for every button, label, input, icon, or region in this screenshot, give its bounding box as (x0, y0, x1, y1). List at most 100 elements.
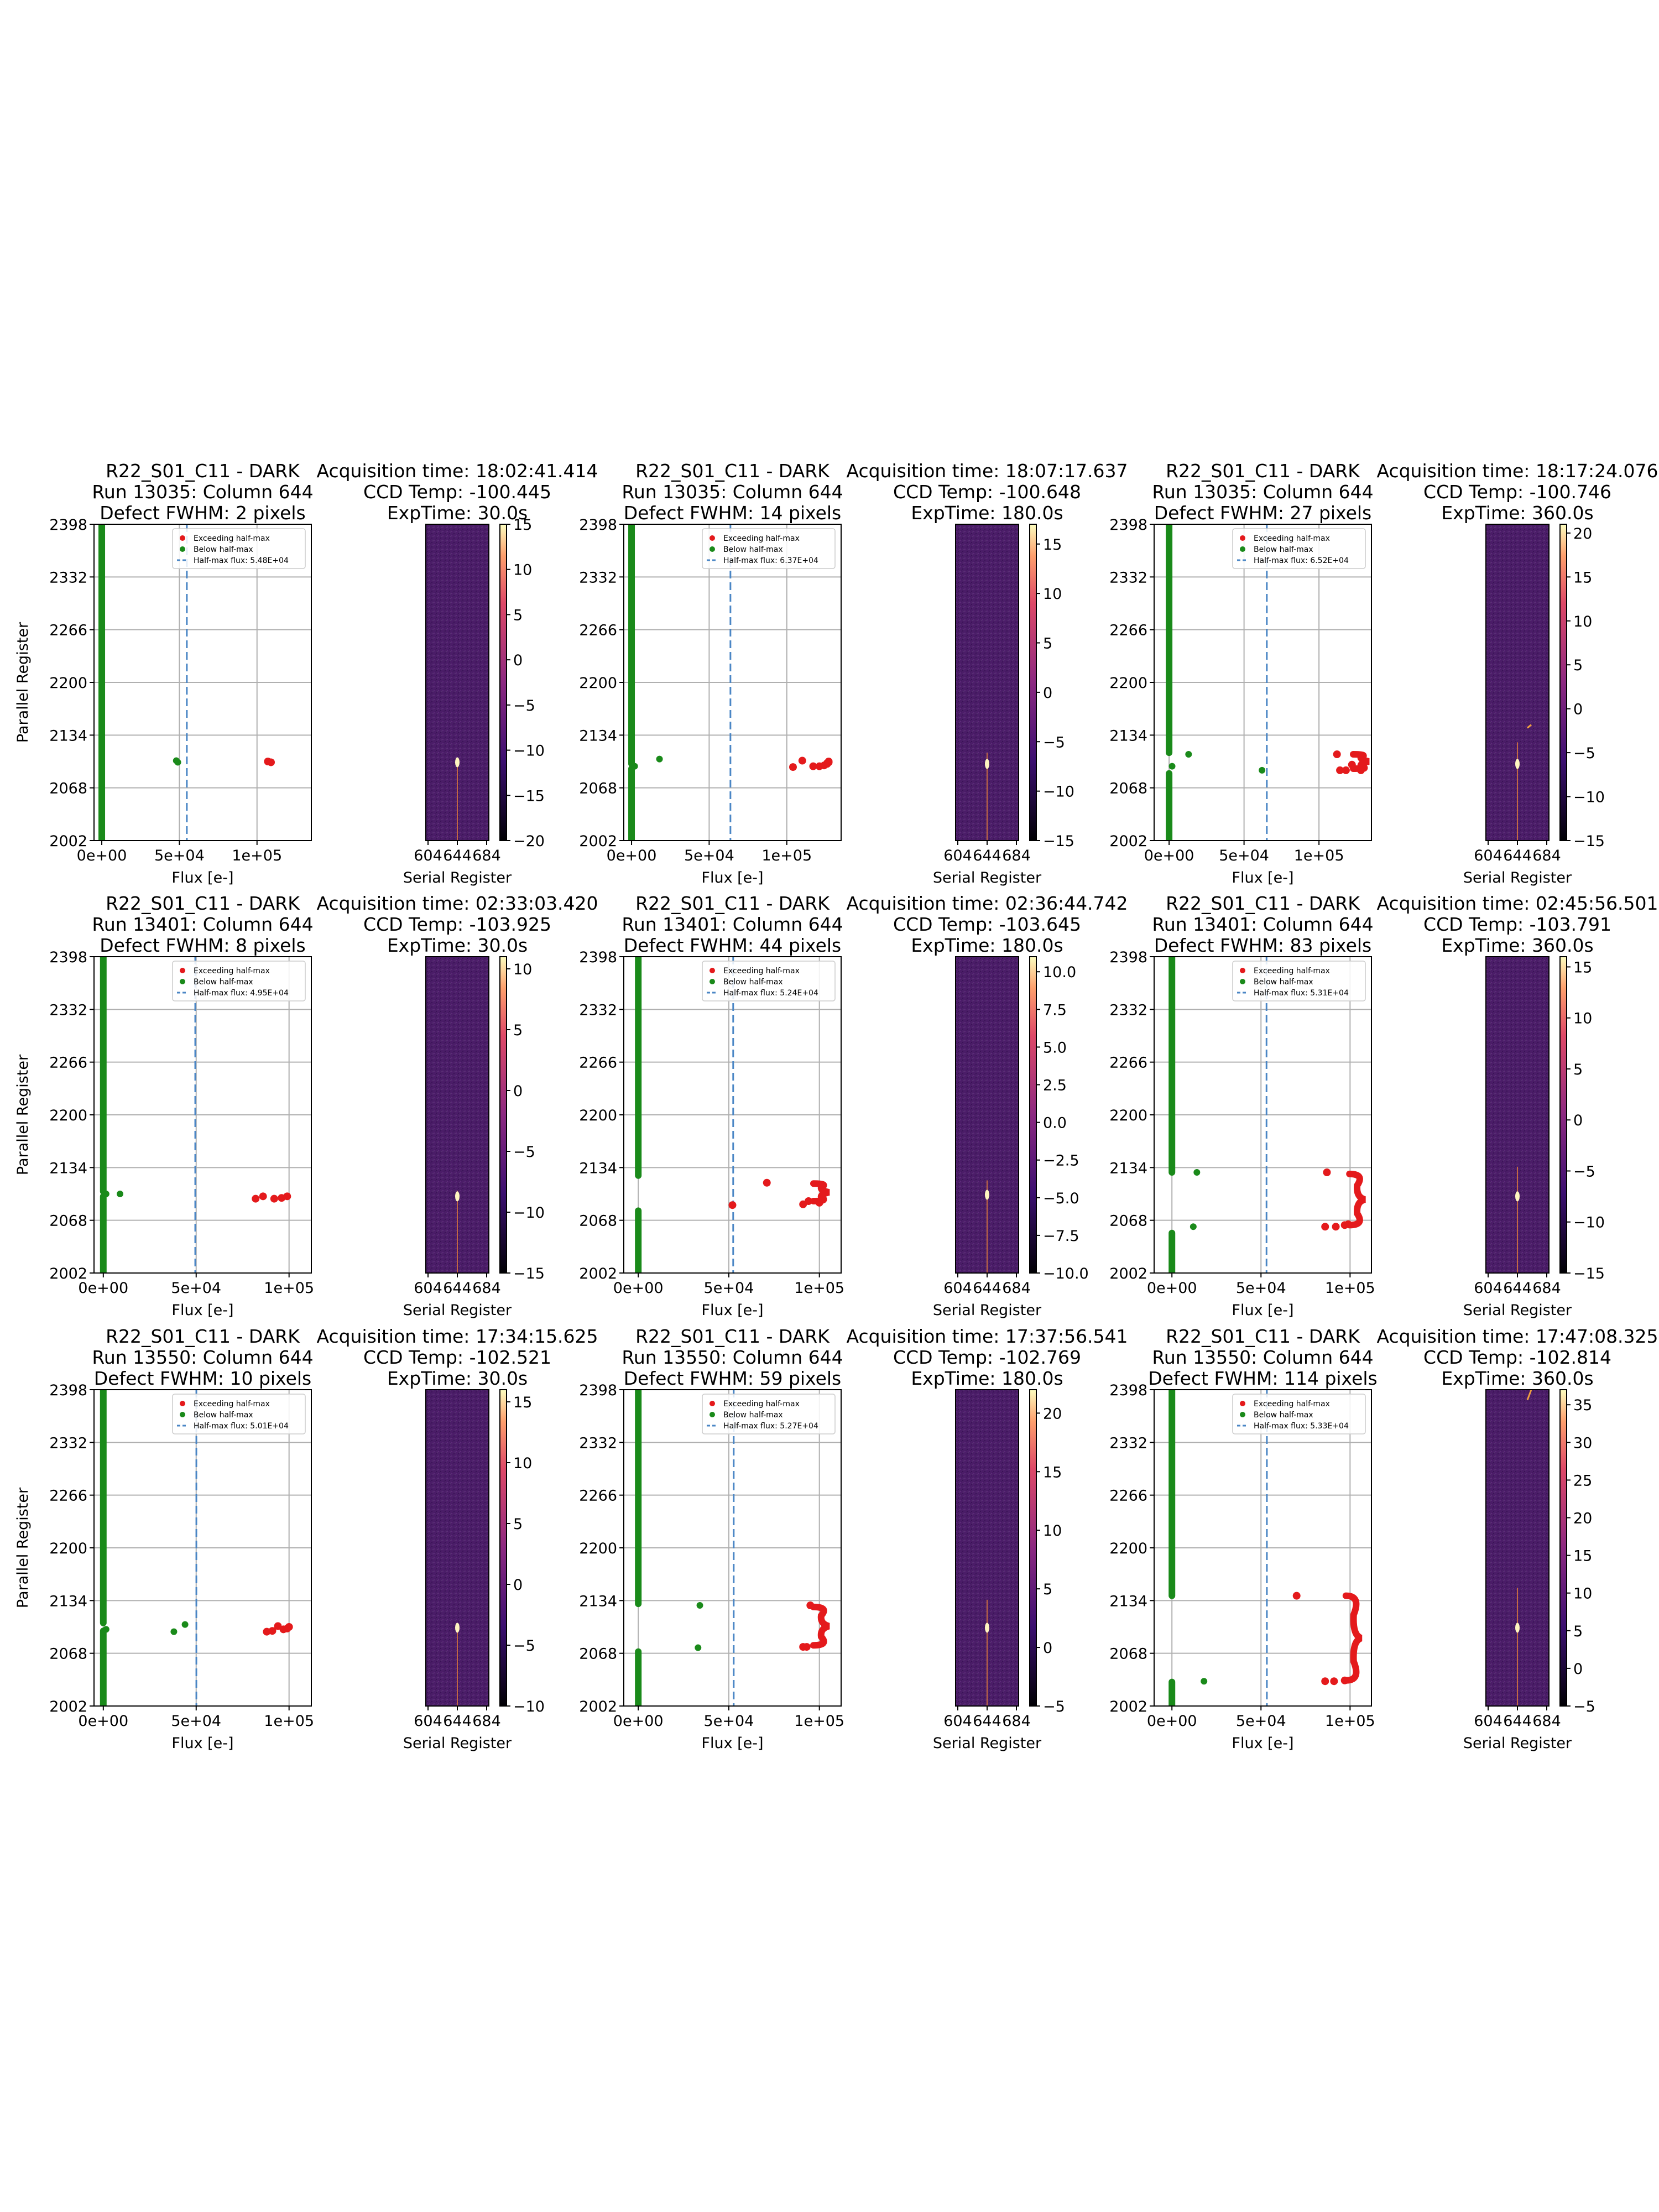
colorbar-tick-label: 20 (1573, 525, 1592, 542)
colorbar-tick-label: −5 (1573, 1698, 1595, 1715)
image-header-line-2: CCD Temp: -103.925 (363, 914, 551, 935)
exceeding-halfmax-point (1321, 1677, 1329, 1686)
exceeding-halfmax-point (1333, 750, 1341, 758)
y-tick-label: 2266 (1109, 1488, 1147, 1505)
y-tick-label: 2332 (49, 1434, 87, 1452)
legend-label-below: Below half-max (1254, 1411, 1313, 1420)
image-x-tick-label: 604 (1474, 1713, 1503, 1730)
colorbar-tick-label: −5 (1573, 1163, 1595, 1180)
y-tick-label: 2200 (49, 675, 87, 692)
y-tick-label: 2266 (1109, 622, 1147, 639)
image-xlabel: Serial Register (1463, 1735, 1572, 1752)
image-header-line-1: Acquisition time: 02:36:44.742 (846, 893, 1128, 914)
image-xlabel: Serial Register (403, 1302, 512, 1319)
y-tick-label: 2134 (579, 727, 617, 744)
colorbar-tick-label: 0 (513, 1577, 523, 1594)
exceeding-halfmax-cluster (1342, 1592, 1363, 1684)
defect-spot (455, 1191, 460, 1202)
colorbar-tick-label: −10.0 (1043, 1265, 1089, 1282)
y-tick-label: 2332 (1109, 569, 1147, 586)
y-tick-label: 2002 (579, 833, 617, 850)
y-tick-label: 2002 (49, 1265, 87, 1282)
secondary-streak (1527, 724, 1532, 729)
image-x-tick-label: 604 (943, 1280, 972, 1297)
plot-area (624, 957, 841, 1273)
colorbar-tick-label: 25 (1573, 1472, 1592, 1489)
below-halfmax-point (1259, 766, 1266, 774)
y-tick-label: 2134 (49, 1160, 87, 1177)
plot-area (1154, 524, 1371, 841)
image-x-tick-label: 604 (414, 847, 442, 864)
colorbar-tick-label: 0 (1573, 1661, 1583, 1678)
image-x-tick-label: 684 (1002, 847, 1031, 864)
image-header-line-3: ExpTime: 180.0s (911, 502, 1063, 524)
plot-area (1154, 1390, 1371, 1706)
defect-spot (455, 757, 460, 768)
plot-area (1154, 957, 1371, 1273)
y-tick-label: 2002 (1109, 1698, 1147, 1715)
x-tick-label: 5e+04 (1236, 1280, 1286, 1297)
image-xlabel: Serial Register (933, 1302, 1042, 1319)
image-header-line-3: ExpTime: 30.0s (387, 935, 528, 956)
below-halfmax-point (117, 1191, 124, 1197)
legend-label-exceeding: Exceeding half-max (1254, 534, 1330, 543)
scatter-ylabel: Parallel Register (14, 622, 32, 743)
image-xlabel: Serial Register (1463, 869, 1572, 886)
scatter-title-line-1: R22_S01_C11 - DARK (635, 893, 830, 914)
colorbar-tick-label: 5.0 (1043, 1039, 1067, 1056)
exceeding-halfmax-point (285, 1623, 293, 1631)
exceeding-halfmax-point (270, 1194, 278, 1203)
image-x-tick-label: 644 (443, 1713, 472, 1730)
plot-area (624, 1390, 841, 1706)
exceeding-halfmax-point (763, 1178, 771, 1187)
image-header-line-1: Acquisition time: 17:37:56.541 (846, 1326, 1128, 1347)
legend-label-halfmax: Half-max flux: 4.95E+04 (194, 989, 289, 998)
legend-label-halfmax: Half-max flux: 5.01E+04 (194, 1422, 289, 1431)
exceeding-halfmax-point (798, 757, 806, 765)
colorbar-tick-label: 10 (513, 1455, 532, 1472)
colorbar-tick-label: 5 (1043, 635, 1052, 653)
legend-box (702, 528, 836, 569)
colorbar (499, 524, 507, 841)
legend-box (1232, 961, 1366, 1001)
legend-box (1232, 1394, 1366, 1434)
x-tick-label: 5e+04 (684, 847, 734, 864)
image-x-tick-label: 644 (1503, 1713, 1532, 1730)
legend-label-halfmax: Half-max flux: 5.27E+04 (723, 1422, 818, 1431)
scatter-xlabel: Flux [e-] (171, 869, 233, 886)
scatter-title-line-2: Run 13401: Column 644 (1152, 914, 1373, 935)
y-tick-label: 2134 (579, 1593, 617, 1610)
image-header-line-1: Acquisition time: 02:45:56.501 (1376, 893, 1658, 914)
image-x-tick-label: 684 (472, 1280, 501, 1297)
y-tick-label: 2002 (579, 1698, 617, 1715)
scatter-title-line-3: Defect FWHM: 44 pixels (624, 935, 842, 956)
exceeding-halfmax-cluster (810, 1180, 830, 1204)
y-tick-label: 2332 (1109, 1434, 1147, 1452)
image-header-line-3: ExpTime: 360.0s (1441, 502, 1593, 524)
x-tick-label: 0e+00 (1147, 1713, 1197, 1730)
image-x-tick-label: 644 (973, 847, 1001, 864)
x-tick-label: 0e+00 (607, 847, 657, 864)
image-header-line-1: Acquisition time: 17:47:08.325 (1376, 1326, 1658, 1347)
colorbar-tick-label: −10 (513, 743, 545, 760)
colorbar-tick-label: −20 (513, 833, 545, 850)
scatter-title-line-1: R22_S01_C11 - DARK (106, 460, 300, 482)
x-tick-label: 5e+04 (704, 1280, 754, 1297)
y-tick-label: 2332 (579, 569, 617, 586)
legend-marker-below (180, 979, 185, 984)
colorbar-tick-label: −15 (513, 1265, 545, 1282)
y-tick-label: 2068 (1109, 1646, 1147, 1663)
defect-spot (455, 1623, 460, 1633)
below-halfmax-point (631, 763, 638, 770)
image-x-tick-label: 644 (443, 847, 472, 864)
y-tick-label: 2134 (1109, 1593, 1147, 1610)
y-tick-label: 2200 (49, 1540, 87, 1557)
colorbar-tick-label: −5 (513, 1637, 535, 1655)
y-tick-label: 2398 (579, 517, 617, 534)
legend-label-exceeding: Exceeding half-max (194, 534, 270, 543)
colorbar-tick-label: 5 (513, 1516, 523, 1533)
image-header-line-1: Acquisition time: 18:07:17.637 (846, 460, 1128, 482)
image-header-line-3: ExpTime: 30.0s (387, 502, 528, 524)
scatter-title-line-1: R22_S01_C11 - DARK (635, 460, 830, 482)
